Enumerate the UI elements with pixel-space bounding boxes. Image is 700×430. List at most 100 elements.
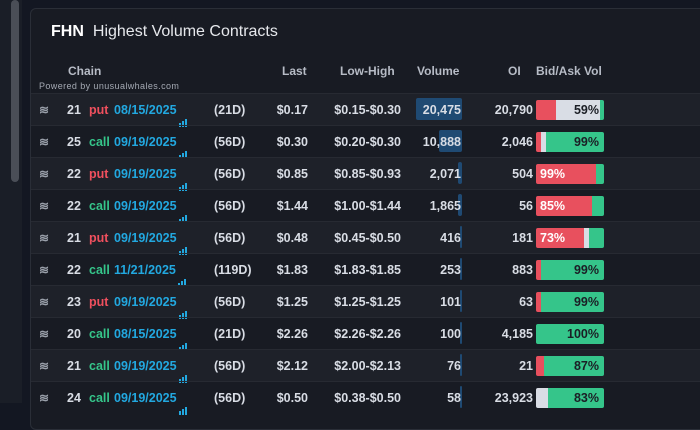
flow-icon[interactable]: ≋ [39,359,50,373]
low-high-range: $0.20-$0.30 [334,135,401,149]
days-to-expiry: (56D) [214,135,246,149]
low-high-range: $2.26-$2.26 [334,327,401,341]
expiry-link[interactable]: 09/19/2025 [114,382,188,415]
volume-value: 1,865 [429,199,461,213]
open-interest: 63 [519,295,533,309]
table-row[interactable]: ≋ 22 put 09/19/2025 (56D) $0.85 $0.85-$0.93 2,0… [31,157,700,191]
bid-ask-percent: 99% [573,135,599,149]
last-price: $0.85 [276,167,308,181]
scrollbar-thumb[interactable] [11,0,19,182]
table-row[interactable]: ≋ 25 call 09/19/2025 (56D) $0.30 $0.20-$0.30 10… [31,125,700,159]
option-type: put [89,295,109,309]
low-high-range: $2.00-$2.13 [334,359,401,373]
low-high-range: $0.85-$0.93 [334,167,401,181]
mid-segment [584,228,589,248]
expiry-link[interactable]: 09/19/2025 [114,190,188,223]
open-interest: 2,046 [501,135,533,149]
expiry-date: 09/19/2025 [114,135,177,149]
bid-ask-bar: 99% [536,292,604,312]
expiry-date: 08/15/2025 [114,103,177,117]
open-interest: 504 [512,167,533,181]
flow-icon[interactable]: ≋ [39,167,50,181]
col-header-bidask[interactable]: Bid/Ask Vol [536,64,602,78]
col-header-last[interactable]: Last [282,64,307,78]
expiry-link[interactable]: 11/21/2025 [114,254,187,287]
flow-icon[interactable]: ≋ [39,231,50,245]
last-price: $0.17 [276,103,308,117]
days-to-expiry: (119D) [214,263,252,277]
expiry-link[interactable]: 09/19/2025 [114,126,188,159]
expiry-link[interactable]: 08/15/2025 [114,94,188,127]
volume-value: 10,888 [422,135,461,149]
powered-by-link[interactable]: Powered by unusualwhales.com [39,81,180,91]
contracts-panel: FHN Highest Volume Contracts Chain Last … [30,8,700,430]
bar-chart-icon [178,95,188,127]
option-type: put [89,167,109,181]
last-price: $0.30 [276,135,308,149]
bid-ask-percent: 59% [573,103,599,117]
bar-chart-icon [178,383,188,415]
open-interest: 883 [512,263,533,277]
table-row[interactable]: ≋ 21 call 09/19/2025 (56D) $2.12 $2.00-$2.13 76… [31,349,700,383]
flow-icon[interactable]: ≋ [39,199,50,213]
panel-header: FHN Highest Volume Contracts [51,23,278,45]
flow-icon[interactable]: ≋ [39,295,50,309]
bid-ask-percent: 100% [567,327,599,341]
expiry-link[interactable]: 08/15/2025 [114,318,188,351]
open-interest: 56 [519,199,533,213]
bid-segment [536,356,544,376]
last-price: $0.50 [276,391,308,405]
flow-icon[interactable]: ≋ [39,327,50,341]
table-row[interactable]: ≋ 21 put 09/19/2025 (56D) $0.48 $0.45-$0.50 416… [31,221,700,255]
expiry-date: 09/19/2025 [114,167,177,181]
col-header-oi[interactable]: OI [508,64,521,78]
expiry-date: 08/15/2025 [114,327,177,341]
ask-segment [596,164,604,184]
volume-value: 416 [440,231,461,245]
option-type: call [89,327,110,341]
flow-icon[interactable]: ≋ [39,135,50,149]
ask-segment [589,228,604,248]
open-interest: 23,923 [494,391,533,405]
strike-price: 21 [67,231,81,245]
ask-segment [600,100,604,120]
table-row[interactable]: ≋ 23 put 09/19/2025 (56D) $1.25 $1.25-$1.25 101… [31,285,700,319]
scrollbar-track[interactable] [0,0,22,403]
volume-value: 58 [447,391,461,405]
last-price: $0.48 [276,231,308,245]
volume-bar [460,258,462,280]
table-row[interactable]: ≋ 22 call 09/19/2025 (56D) $1.44 $1.00-$1.44 1,… [31,189,700,223]
days-to-expiry: (56D) [214,231,246,245]
last-price: $1.44 [276,199,308,213]
flow-icon[interactable]: ≋ [39,263,50,277]
volume-bar [460,290,462,312]
expiry-date: 11/21/2025 [114,263,176,277]
col-header-volume[interactable]: Volume [417,64,460,78]
bid-ask-percent: 99% [573,295,599,309]
option-type: put [89,103,109,117]
expiry-link[interactable]: 09/19/2025 [114,350,188,383]
col-header-chain[interactable]: Chain [68,64,102,78]
col-header-range[interactable]: Low-High [340,64,395,78]
bar-chart-icon [178,127,188,159]
flow-icon[interactable]: ≋ [39,103,50,117]
table-row[interactable]: ≋ 24 call 09/19/2025 (56D) $0.50 $0.38-$0.50 58… [31,381,700,415]
expiry-link[interactable]: 09/19/2025 [114,158,188,191]
bid-segment [536,164,596,184]
bid-segment [536,292,541,312]
ask-segment [544,356,604,376]
low-high-range: $1.83-$1.85 [334,263,401,277]
table-row[interactable]: ≋ 20 call 08/15/2025 (21D) $2.26 $2.26-$2.26 10… [31,317,700,351]
option-type: call [89,263,110,277]
table-row[interactable]: ≋ 21 put 08/15/2025 (21D) $0.17 $0.15-$0.30 20,… [31,93,700,127]
expiry-link[interactable]: 09/19/2025 [114,286,188,319]
days-to-expiry: (56D) [214,359,246,373]
flow-icon[interactable]: ≋ [39,391,50,405]
bar-chart-icon [178,223,188,255]
volume-value: 253 [440,263,461,277]
ask-segment [592,196,604,216]
expiry-link[interactable]: 09/19/2025 [114,222,188,255]
table-row[interactable]: ≋ 22 call 11/21/2025 (119D) $1.83 $1.83-$1.85 2… [31,253,700,287]
strike-price: 20 [67,327,81,341]
low-high-range: $0.38-$0.50 [334,391,401,405]
